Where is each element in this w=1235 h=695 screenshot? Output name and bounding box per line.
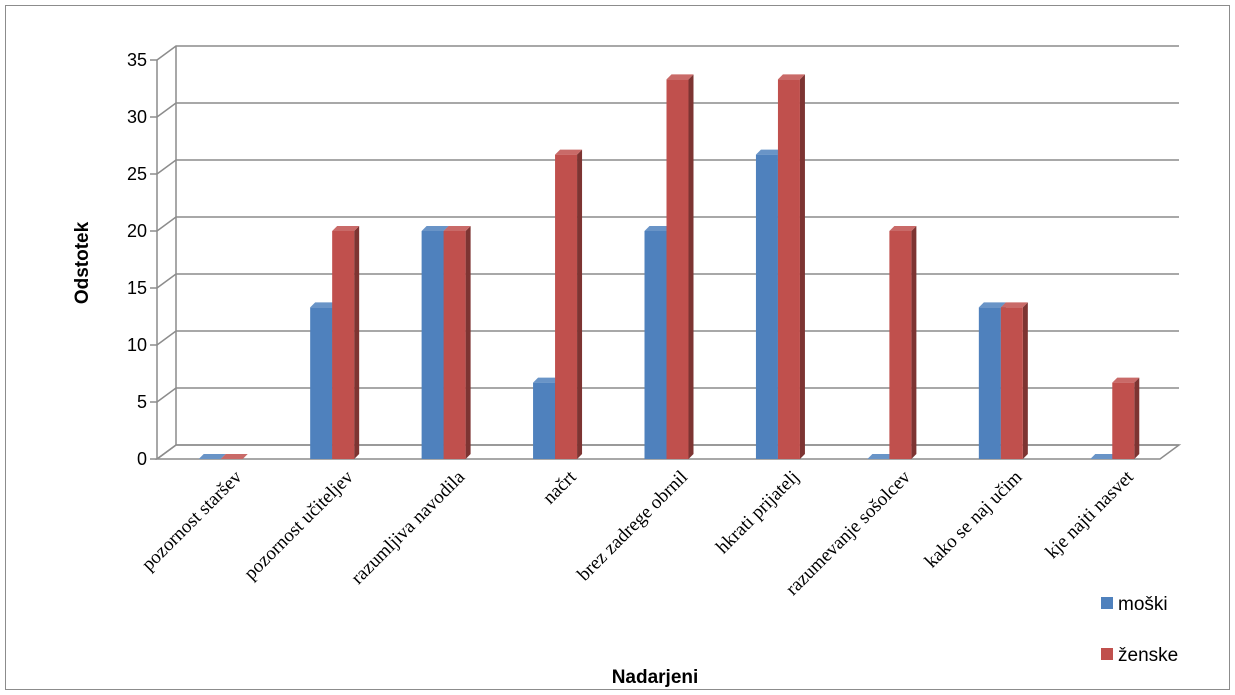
y-tick-label: 0 bbox=[137, 449, 147, 469]
bar-zenske-5 bbox=[777, 74, 805, 459]
chart-border bbox=[5, 5, 1230, 690]
y-tick-labels: 0 5 10 15 20 25 30 35 bbox=[127, 50, 147, 469]
floor bbox=[154, 444, 1182, 460]
bar-zenske-1 bbox=[332, 226, 360, 459]
bar-moski-0 bbox=[198, 454, 226, 459]
legend-label-moski: moški bbox=[1118, 594, 1168, 615]
legend-swatch-moski bbox=[1101, 597, 1113, 609]
bar-zenske-6 bbox=[889, 226, 917, 459]
bar-zenske-0 bbox=[220, 454, 248, 459]
y-tick-label: 5 bbox=[137, 392, 147, 412]
y-tick-label: 35 bbox=[127, 50, 147, 70]
x-axis-title: Nadarjeni bbox=[612, 667, 699, 688]
legend-swatch-zenske bbox=[1101, 648, 1113, 660]
y-tick-label: 25 bbox=[127, 164, 147, 184]
bar-zenske-3 bbox=[555, 149, 583, 459]
bar-zenske-7 bbox=[1000, 302, 1028, 459]
axes bbox=[150, 46, 1182, 460]
y-tick-label: 10 bbox=[127, 335, 147, 355]
bar-moski-6 bbox=[867, 454, 895, 459]
y-tick-label: 15 bbox=[127, 278, 147, 298]
bar-zenske-2 bbox=[443, 226, 471, 459]
y-tick-label: 20 bbox=[127, 221, 147, 241]
legend-label-zenske: ženske bbox=[1118, 645, 1178, 666]
y-axis-title: Odstotek bbox=[72, 221, 93, 304]
legend: moški ženske bbox=[1101, 594, 1178, 666]
bars bbox=[198, 74, 1140, 459]
bar-zenske-4 bbox=[666, 74, 694, 459]
y-tick-label: 30 bbox=[127, 107, 147, 127]
bar-zenske-8 bbox=[1112, 377, 1140, 459]
bar-moski-8 bbox=[1090, 454, 1118, 459]
